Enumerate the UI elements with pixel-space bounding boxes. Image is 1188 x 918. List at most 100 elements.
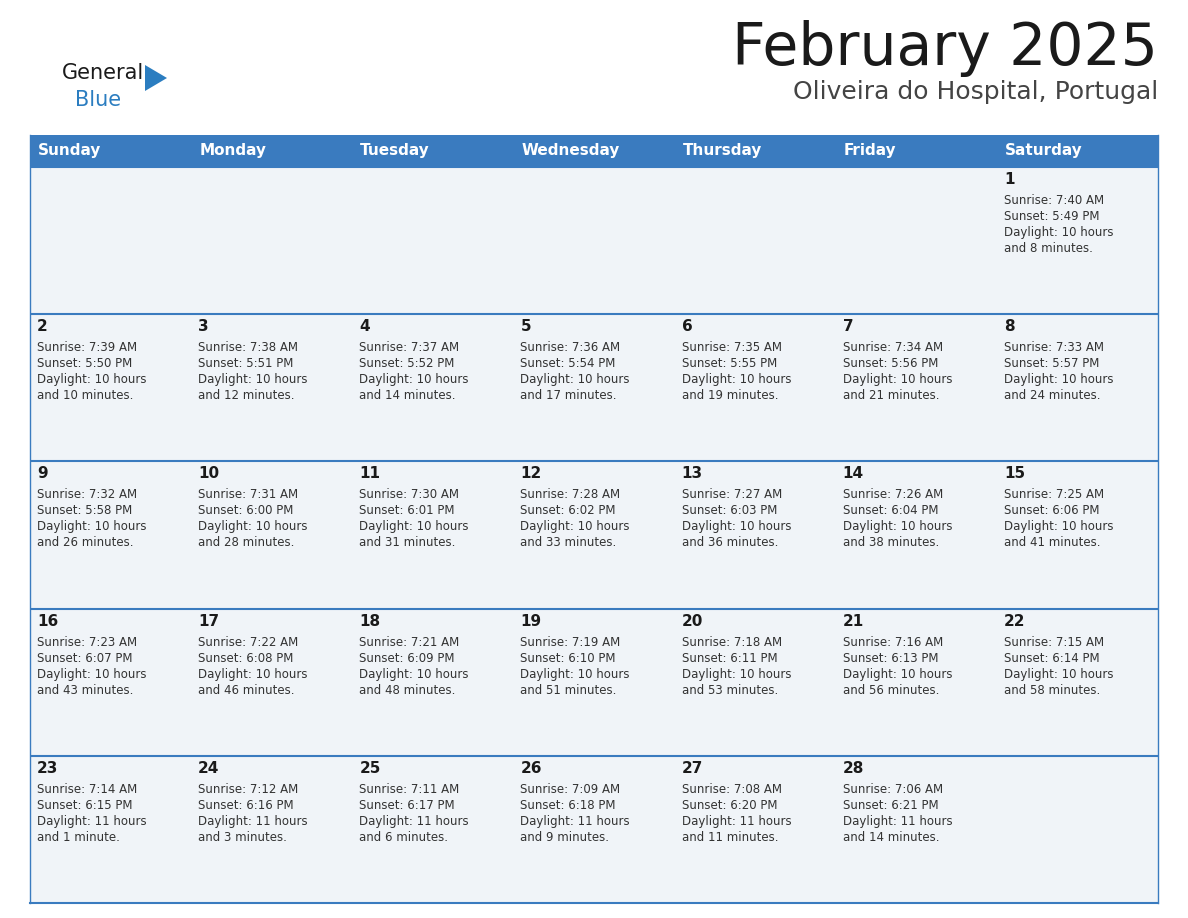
Text: and 43 minutes.: and 43 minutes. (37, 684, 133, 697)
Text: Sunset: 6:16 PM: Sunset: 6:16 PM (198, 799, 293, 812)
Text: Sunset: 5:56 PM: Sunset: 5:56 PM (842, 357, 939, 370)
Text: 22: 22 (1004, 613, 1025, 629)
Text: Daylight: 10 hours: Daylight: 10 hours (1004, 521, 1113, 533)
Text: Sunset: 5:52 PM: Sunset: 5:52 PM (359, 357, 455, 370)
Text: and 56 minutes.: and 56 minutes. (842, 684, 939, 697)
Text: Daylight: 11 hours: Daylight: 11 hours (37, 815, 146, 828)
Text: 2: 2 (37, 319, 48, 334)
Text: 17: 17 (198, 613, 220, 629)
Text: Sunset: 6:10 PM: Sunset: 6:10 PM (520, 652, 615, 665)
Text: and 28 minutes.: and 28 minutes. (198, 536, 295, 549)
Text: Sunset: 5:50 PM: Sunset: 5:50 PM (37, 357, 132, 370)
Text: Sunset: 5:54 PM: Sunset: 5:54 PM (520, 357, 615, 370)
Text: Sunrise: 7:38 AM: Sunrise: 7:38 AM (198, 341, 298, 354)
Text: and 12 minutes.: and 12 minutes. (198, 389, 295, 402)
Text: and 46 minutes.: and 46 minutes. (198, 684, 295, 697)
Text: Daylight: 10 hours: Daylight: 10 hours (1004, 667, 1113, 680)
Text: General: General (62, 63, 144, 83)
Text: Sunrise: 7:34 AM: Sunrise: 7:34 AM (842, 341, 943, 354)
Text: and 36 minutes.: and 36 minutes. (682, 536, 778, 549)
Text: Sunset: 6:18 PM: Sunset: 6:18 PM (520, 799, 615, 812)
Text: and 51 minutes.: and 51 minutes. (520, 684, 617, 697)
Text: 15: 15 (1004, 466, 1025, 481)
Text: Sunset: 6:20 PM: Sunset: 6:20 PM (682, 799, 777, 812)
Text: 12: 12 (520, 466, 542, 481)
Text: and 31 minutes.: and 31 minutes. (359, 536, 456, 549)
Text: 13: 13 (682, 466, 702, 481)
Bar (513, 135, 675, 167)
Text: Daylight: 10 hours: Daylight: 10 hours (1004, 226, 1113, 239)
Text: 23: 23 (37, 761, 58, 776)
Text: Sunset: 5:57 PM: Sunset: 5:57 PM (1004, 357, 1099, 370)
Text: Daylight: 10 hours: Daylight: 10 hours (198, 521, 308, 533)
Text: and 17 minutes.: and 17 minutes. (520, 389, 617, 402)
Text: Daylight: 11 hours: Daylight: 11 hours (842, 815, 953, 828)
Text: Sunrise: 7:06 AM: Sunrise: 7:06 AM (842, 783, 943, 796)
Text: Saturday: Saturday (1005, 143, 1082, 159)
Text: 9: 9 (37, 466, 48, 481)
Text: 14: 14 (842, 466, 864, 481)
Text: Sunset: 6:03 PM: Sunset: 6:03 PM (682, 504, 777, 518)
Text: and 24 minutes.: and 24 minutes. (1004, 389, 1100, 402)
Text: Sunrise: 7:31 AM: Sunrise: 7:31 AM (198, 488, 298, 501)
Text: 28: 28 (842, 761, 864, 776)
Text: Sunrise: 7:26 AM: Sunrise: 7:26 AM (842, 488, 943, 501)
Text: Sunset: 6:13 PM: Sunset: 6:13 PM (842, 652, 939, 665)
Text: Sunrise: 7:25 AM: Sunrise: 7:25 AM (1004, 488, 1104, 501)
Text: 24: 24 (198, 761, 220, 776)
Text: Daylight: 10 hours: Daylight: 10 hours (37, 374, 146, 386)
Text: 16: 16 (37, 613, 58, 629)
Text: Daylight: 10 hours: Daylight: 10 hours (37, 667, 146, 680)
Text: Daylight: 10 hours: Daylight: 10 hours (682, 521, 791, 533)
Text: Daylight: 11 hours: Daylight: 11 hours (198, 815, 308, 828)
Text: and 11 minutes.: and 11 minutes. (682, 831, 778, 844)
Text: Sunrise: 7:39 AM: Sunrise: 7:39 AM (37, 341, 137, 354)
Text: and 38 minutes.: and 38 minutes. (842, 536, 939, 549)
Text: and 53 minutes.: and 53 minutes. (682, 684, 778, 697)
Text: Sunset: 5:49 PM: Sunset: 5:49 PM (1004, 210, 1099, 223)
Text: Daylight: 11 hours: Daylight: 11 hours (520, 815, 630, 828)
Bar (30, 609, 1158, 756)
Text: Daylight: 10 hours: Daylight: 10 hours (359, 667, 469, 680)
Text: Sunset: 6:11 PM: Sunset: 6:11 PM (682, 652, 777, 665)
Text: and 58 minutes.: and 58 minutes. (1004, 684, 1100, 697)
Text: 26: 26 (520, 761, 542, 776)
Text: Daylight: 10 hours: Daylight: 10 hours (682, 374, 791, 386)
Text: Daylight: 10 hours: Daylight: 10 hours (37, 521, 146, 533)
Text: Sunrise: 7:18 AM: Sunrise: 7:18 AM (682, 635, 782, 649)
Text: and 48 minutes.: and 48 minutes. (359, 684, 456, 697)
Text: 11: 11 (359, 466, 380, 481)
Text: Daylight: 10 hours: Daylight: 10 hours (1004, 374, 1113, 386)
Text: and 14 minutes.: and 14 minutes. (359, 389, 456, 402)
Text: Sunrise: 7:12 AM: Sunrise: 7:12 AM (198, 783, 298, 796)
Polygon shape (145, 65, 168, 91)
Text: Daylight: 10 hours: Daylight: 10 hours (520, 374, 630, 386)
Text: Daylight: 10 hours: Daylight: 10 hours (520, 521, 630, 533)
Bar (997, 135, 1158, 167)
Text: 5: 5 (520, 319, 531, 334)
Text: Daylight: 10 hours: Daylight: 10 hours (520, 667, 630, 680)
Text: Sunrise: 7:30 AM: Sunrise: 7:30 AM (359, 488, 460, 501)
Text: and 10 minutes.: and 10 minutes. (37, 389, 133, 402)
Bar (30, 135, 191, 167)
Text: Sunrise: 7:40 AM: Sunrise: 7:40 AM (1004, 194, 1104, 207)
Text: Daylight: 11 hours: Daylight: 11 hours (682, 815, 791, 828)
Text: Sunset: 6:00 PM: Sunset: 6:00 PM (198, 504, 293, 518)
Text: Friday: Friday (843, 143, 896, 159)
Text: Sunset: 6:21 PM: Sunset: 6:21 PM (842, 799, 939, 812)
Text: Daylight: 10 hours: Daylight: 10 hours (682, 667, 791, 680)
Text: and 26 minutes.: and 26 minutes. (37, 536, 133, 549)
Text: 21: 21 (842, 613, 864, 629)
Bar (30, 314, 1158, 462)
Text: Sunrise: 7:21 AM: Sunrise: 7:21 AM (359, 635, 460, 649)
Text: Sunrise: 7:28 AM: Sunrise: 7:28 AM (520, 488, 620, 501)
Text: Sunset: 6:06 PM: Sunset: 6:06 PM (1004, 504, 1099, 518)
Text: Sunrise: 7:09 AM: Sunrise: 7:09 AM (520, 783, 620, 796)
Text: Sunset: 6:07 PM: Sunset: 6:07 PM (37, 652, 133, 665)
Text: Daylight: 10 hours: Daylight: 10 hours (842, 667, 953, 680)
Text: and 8 minutes.: and 8 minutes. (1004, 242, 1093, 255)
Text: Sunrise: 7:19 AM: Sunrise: 7:19 AM (520, 635, 620, 649)
Text: February 2025: February 2025 (732, 20, 1158, 77)
Text: Sunrise: 7:27 AM: Sunrise: 7:27 AM (682, 488, 782, 501)
Text: Sunrise: 7:23 AM: Sunrise: 7:23 AM (37, 635, 137, 649)
